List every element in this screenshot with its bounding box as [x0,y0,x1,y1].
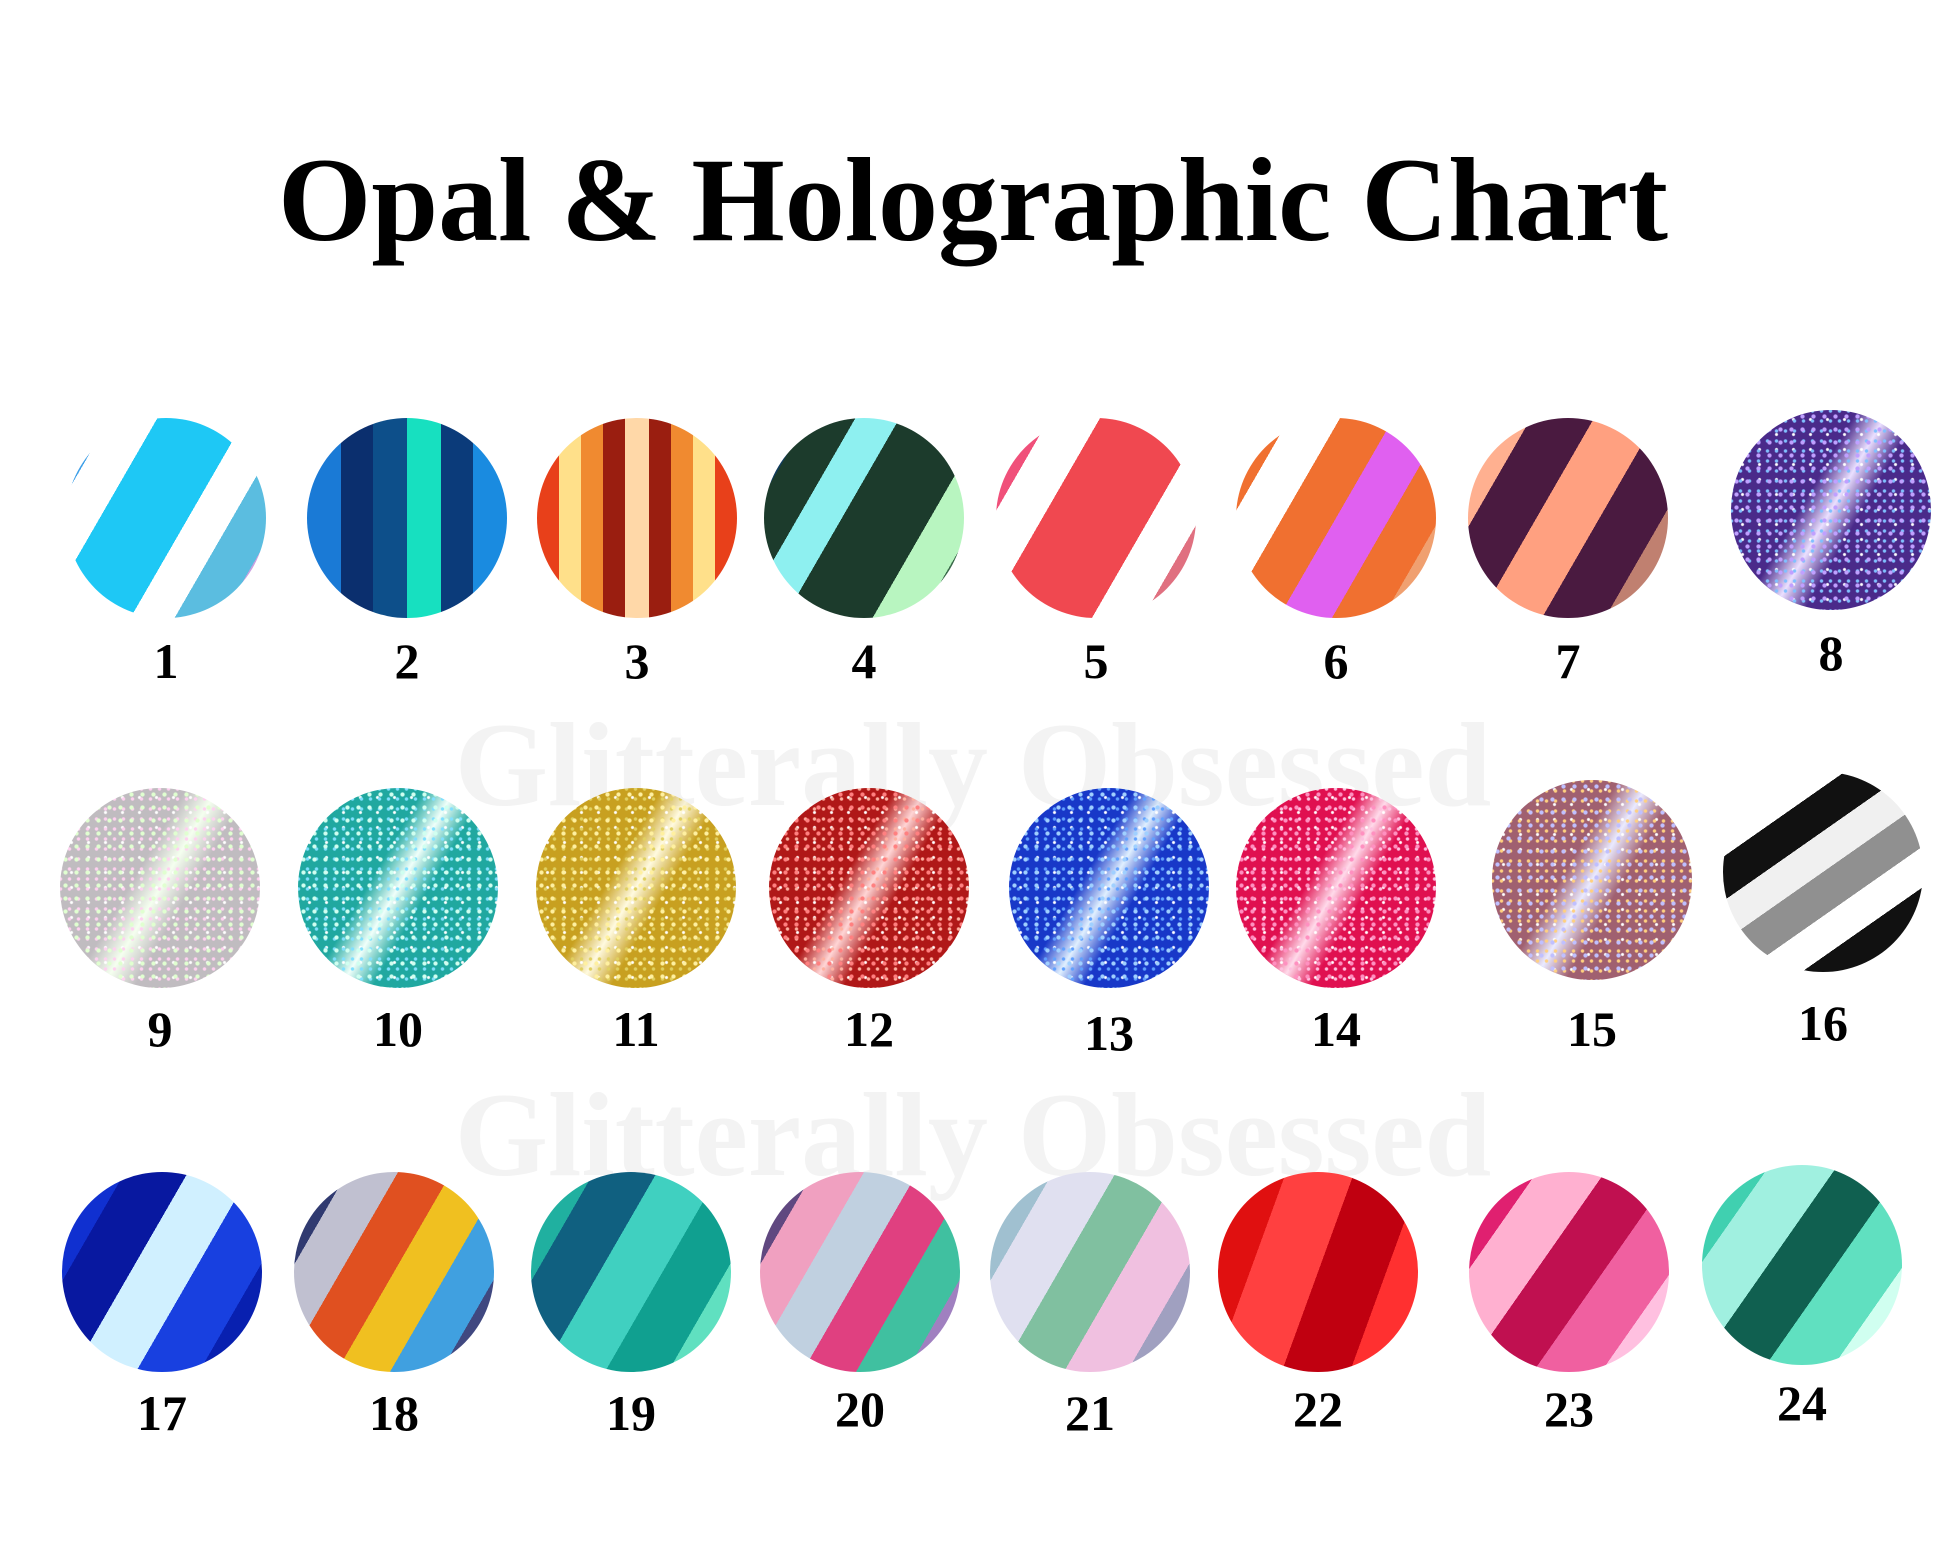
swatch-number: 16 [1798,995,1848,1051]
swatch-18 [294,1172,494,1372]
swatch-number: 20 [835,1381,885,1437]
swatch-4 [764,418,964,618]
watermark: Glitterally Obsessed [454,1068,1492,1201]
swatch-13 [1009,788,1209,988]
swatch-number: 1 [153,633,179,689]
swatch-3 [537,418,737,618]
swatch-number: 11 [612,1001,660,1057]
swatch-16 [1723,772,1923,972]
swatch-9 [60,788,260,988]
page-title: Opal & Holographic Chart [277,133,1669,266]
swatch-number: 9 [147,1001,173,1057]
swatch-12 [769,788,969,988]
swatch-number: 14 [1311,1001,1361,1057]
swatch-19 [531,1172,731,1372]
swatch-24 [1702,1165,1902,1365]
swatch-15 [1492,780,1692,980]
swatch-17 [62,1172,262,1372]
swatch-number: 23 [1544,1381,1594,1437]
swatch-number: 24 [1777,1375,1827,1431]
swatch-21 [990,1172,1190,1372]
swatch-number: 7 [1555,633,1581,689]
swatch-number: 13 [1084,1005,1134,1061]
swatch-14 [1236,788,1436,988]
swatch-number: 12 [844,1001,894,1057]
swatch-22 [1218,1172,1418,1372]
swatch-1 [66,418,266,618]
swatch-number: 3 [624,633,650,689]
swatch-number: 17 [137,1385,187,1441]
swatch-23 [1469,1172,1669,1372]
swatch-number: 18 [369,1385,419,1441]
swatch-11 [536,788,736,988]
swatch-number: 22 [1293,1381,1343,1437]
swatch-number: 4 [851,633,877,689]
swatch-number: 19 [606,1385,656,1441]
swatch-number: 5 [1083,633,1109,689]
swatch-10 [298,788,498,988]
swatch-5 [996,418,1196,618]
swatch-number: 2 [394,633,420,689]
swatch-number: 21 [1065,1385,1115,1441]
swatch-number: 10 [373,1001,423,1057]
swatch-7 [1468,418,1668,618]
swatch-number: 6 [1323,633,1349,689]
swatch-number: 15 [1567,1001,1617,1057]
swatch-20 [760,1172,960,1372]
swatch-number: 8 [1818,625,1844,681]
swatch-8 [1731,410,1931,610]
swatch-6 [1236,418,1436,618]
swatch-2 [307,418,507,618]
